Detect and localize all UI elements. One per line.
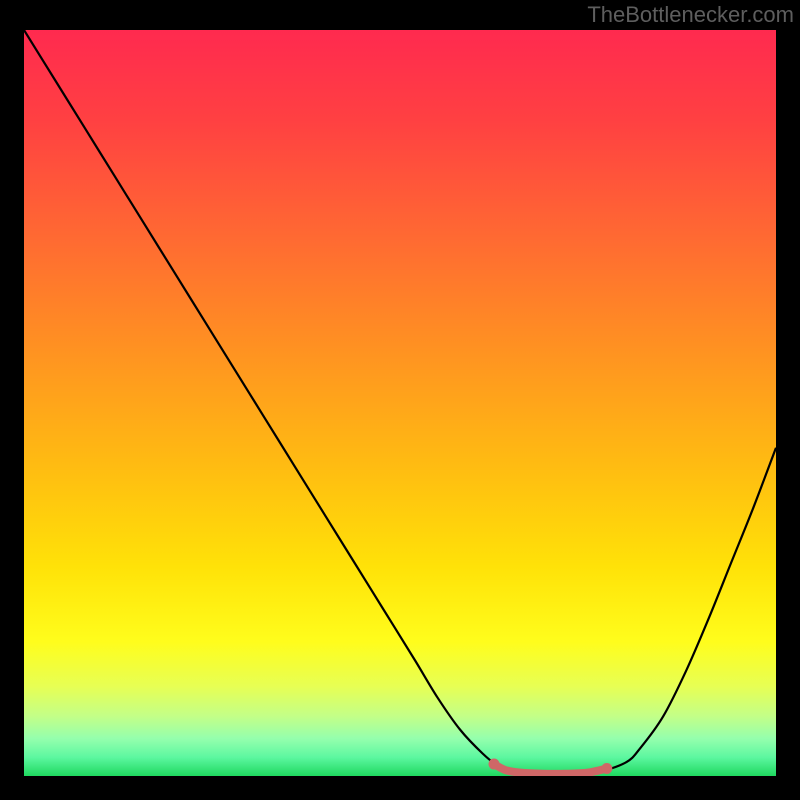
bottleneck-chart — [24, 30, 776, 776]
chart-container: TheBottlenecker.com — [0, 0, 800, 800]
gradient-background — [24, 30, 776, 776]
highlight-endpoint-marker — [601, 763, 612, 774]
watermark-text: TheBottlenecker.com — [587, 2, 794, 28]
highlight-endpoint-marker — [489, 759, 500, 770]
